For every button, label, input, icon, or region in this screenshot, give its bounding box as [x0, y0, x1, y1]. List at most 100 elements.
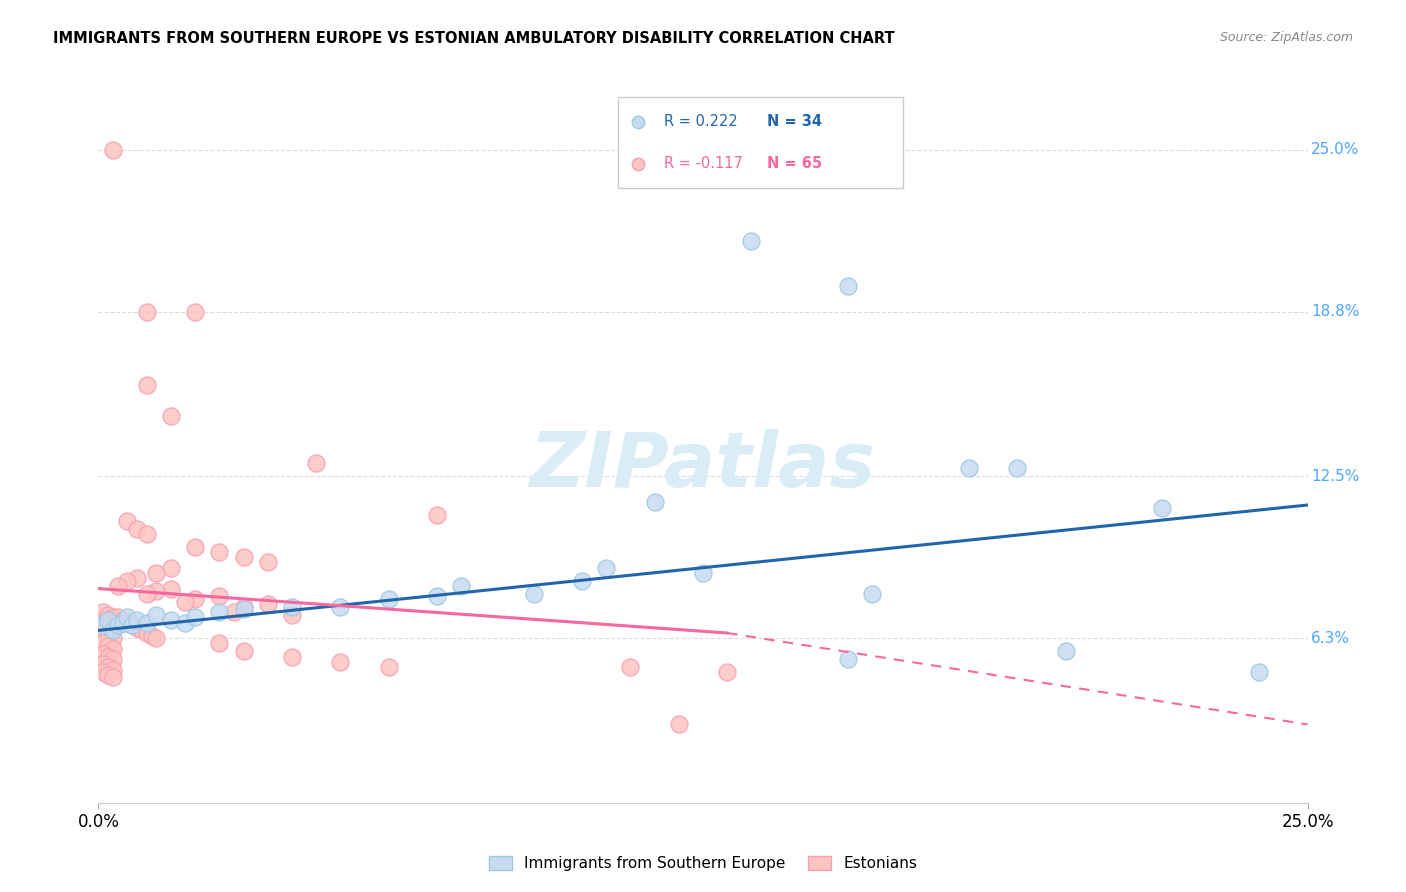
Point	[450, 579, 472, 593]
Point	[957, 461, 980, 475]
Point	[97, 639, 120, 653]
Point	[101, 610, 124, 624]
Point	[97, 629, 120, 643]
Point	[668, 717, 690, 731]
Point	[256, 597, 278, 611]
Point	[101, 143, 124, 157]
Point	[305, 456, 328, 470]
Point	[91, 647, 114, 661]
Point	[91, 626, 114, 640]
Point	[256, 556, 278, 570]
Point	[184, 592, 207, 607]
Point	[135, 587, 157, 601]
Point	[329, 599, 352, 614]
Point	[160, 613, 183, 627]
Point	[101, 624, 124, 638]
Point	[232, 599, 254, 614]
Point	[91, 665, 114, 680]
Point	[222, 605, 245, 619]
Point	[101, 670, 124, 684]
Point	[1249, 665, 1271, 680]
Point	[208, 605, 231, 619]
Point	[208, 636, 231, 650]
Text: 12.5%: 12.5%	[1312, 469, 1360, 483]
Point	[135, 626, 157, 640]
Point	[281, 607, 304, 622]
Text: IMMIGRANTS FROM SOUTHERN EUROPE VS ESTONIAN AMBULATORY DISABILITY CORRELATION CH: IMMIGRANTS FROM SOUTHERN EUROPE VS ESTON…	[53, 31, 896, 46]
Text: N = 65: N = 65	[768, 156, 823, 171]
Point	[232, 550, 254, 565]
Point	[174, 615, 197, 630]
Point	[571, 574, 593, 588]
Point	[184, 304, 207, 318]
Point	[145, 566, 167, 580]
Point	[97, 607, 120, 622]
Point	[426, 590, 449, 604]
Point	[1152, 500, 1174, 515]
Point	[329, 655, 352, 669]
Point	[97, 649, 120, 664]
Point	[135, 304, 157, 318]
Point	[117, 574, 139, 588]
Text: 18.8%: 18.8%	[1312, 304, 1360, 319]
Point	[101, 641, 124, 656]
Point	[121, 618, 143, 632]
Point	[145, 632, 167, 646]
Point	[837, 652, 859, 666]
Point	[160, 409, 183, 424]
FancyBboxPatch shape	[619, 97, 903, 188]
Point	[145, 607, 167, 622]
Legend: Immigrants from Southern Europe, Estonians: Immigrants from Southern Europe, Estonia…	[482, 850, 924, 877]
Point	[1054, 644, 1077, 658]
Point	[426, 508, 449, 523]
Point	[232, 602, 254, 616]
Point	[91, 657, 114, 672]
Point	[97, 667, 120, 681]
Point	[101, 621, 124, 635]
Point	[127, 521, 149, 535]
Point	[135, 526, 157, 541]
Point	[127, 613, 149, 627]
Point	[91, 605, 114, 619]
Point	[97, 618, 120, 632]
Point	[644, 495, 666, 509]
Point	[281, 599, 304, 614]
Point	[619, 660, 641, 674]
Point	[117, 615, 139, 630]
Point	[127, 571, 149, 585]
Point	[101, 632, 124, 646]
Point	[107, 618, 129, 632]
Point	[141, 629, 163, 643]
Point	[860, 587, 883, 601]
Point	[97, 613, 120, 627]
Text: 6.3%: 6.3%	[1312, 631, 1350, 646]
Point	[91, 618, 114, 632]
Point	[174, 595, 197, 609]
Point	[121, 618, 143, 632]
Text: R = 0.222: R = 0.222	[664, 114, 738, 129]
Point	[117, 514, 139, 528]
Point	[107, 610, 129, 624]
Point	[101, 663, 124, 677]
Point	[740, 234, 762, 248]
Point	[111, 615, 134, 630]
Point	[281, 649, 304, 664]
Point	[145, 584, 167, 599]
Point	[135, 377, 157, 392]
Text: Source: ZipAtlas.com: Source: ZipAtlas.com	[1219, 31, 1353, 45]
Point	[131, 624, 153, 638]
Text: N = 34: N = 34	[768, 114, 823, 129]
Point	[837, 278, 859, 293]
Point	[101, 652, 124, 666]
Point	[377, 660, 399, 674]
Point	[523, 587, 546, 601]
Point	[184, 610, 207, 624]
Text: ZIPatlas: ZIPatlas	[530, 429, 876, 503]
Point	[232, 644, 254, 658]
Point	[97, 660, 120, 674]
Point	[117, 610, 139, 624]
Point	[135, 615, 157, 630]
Point	[91, 615, 114, 630]
Point	[1007, 461, 1029, 475]
Point	[692, 566, 714, 580]
